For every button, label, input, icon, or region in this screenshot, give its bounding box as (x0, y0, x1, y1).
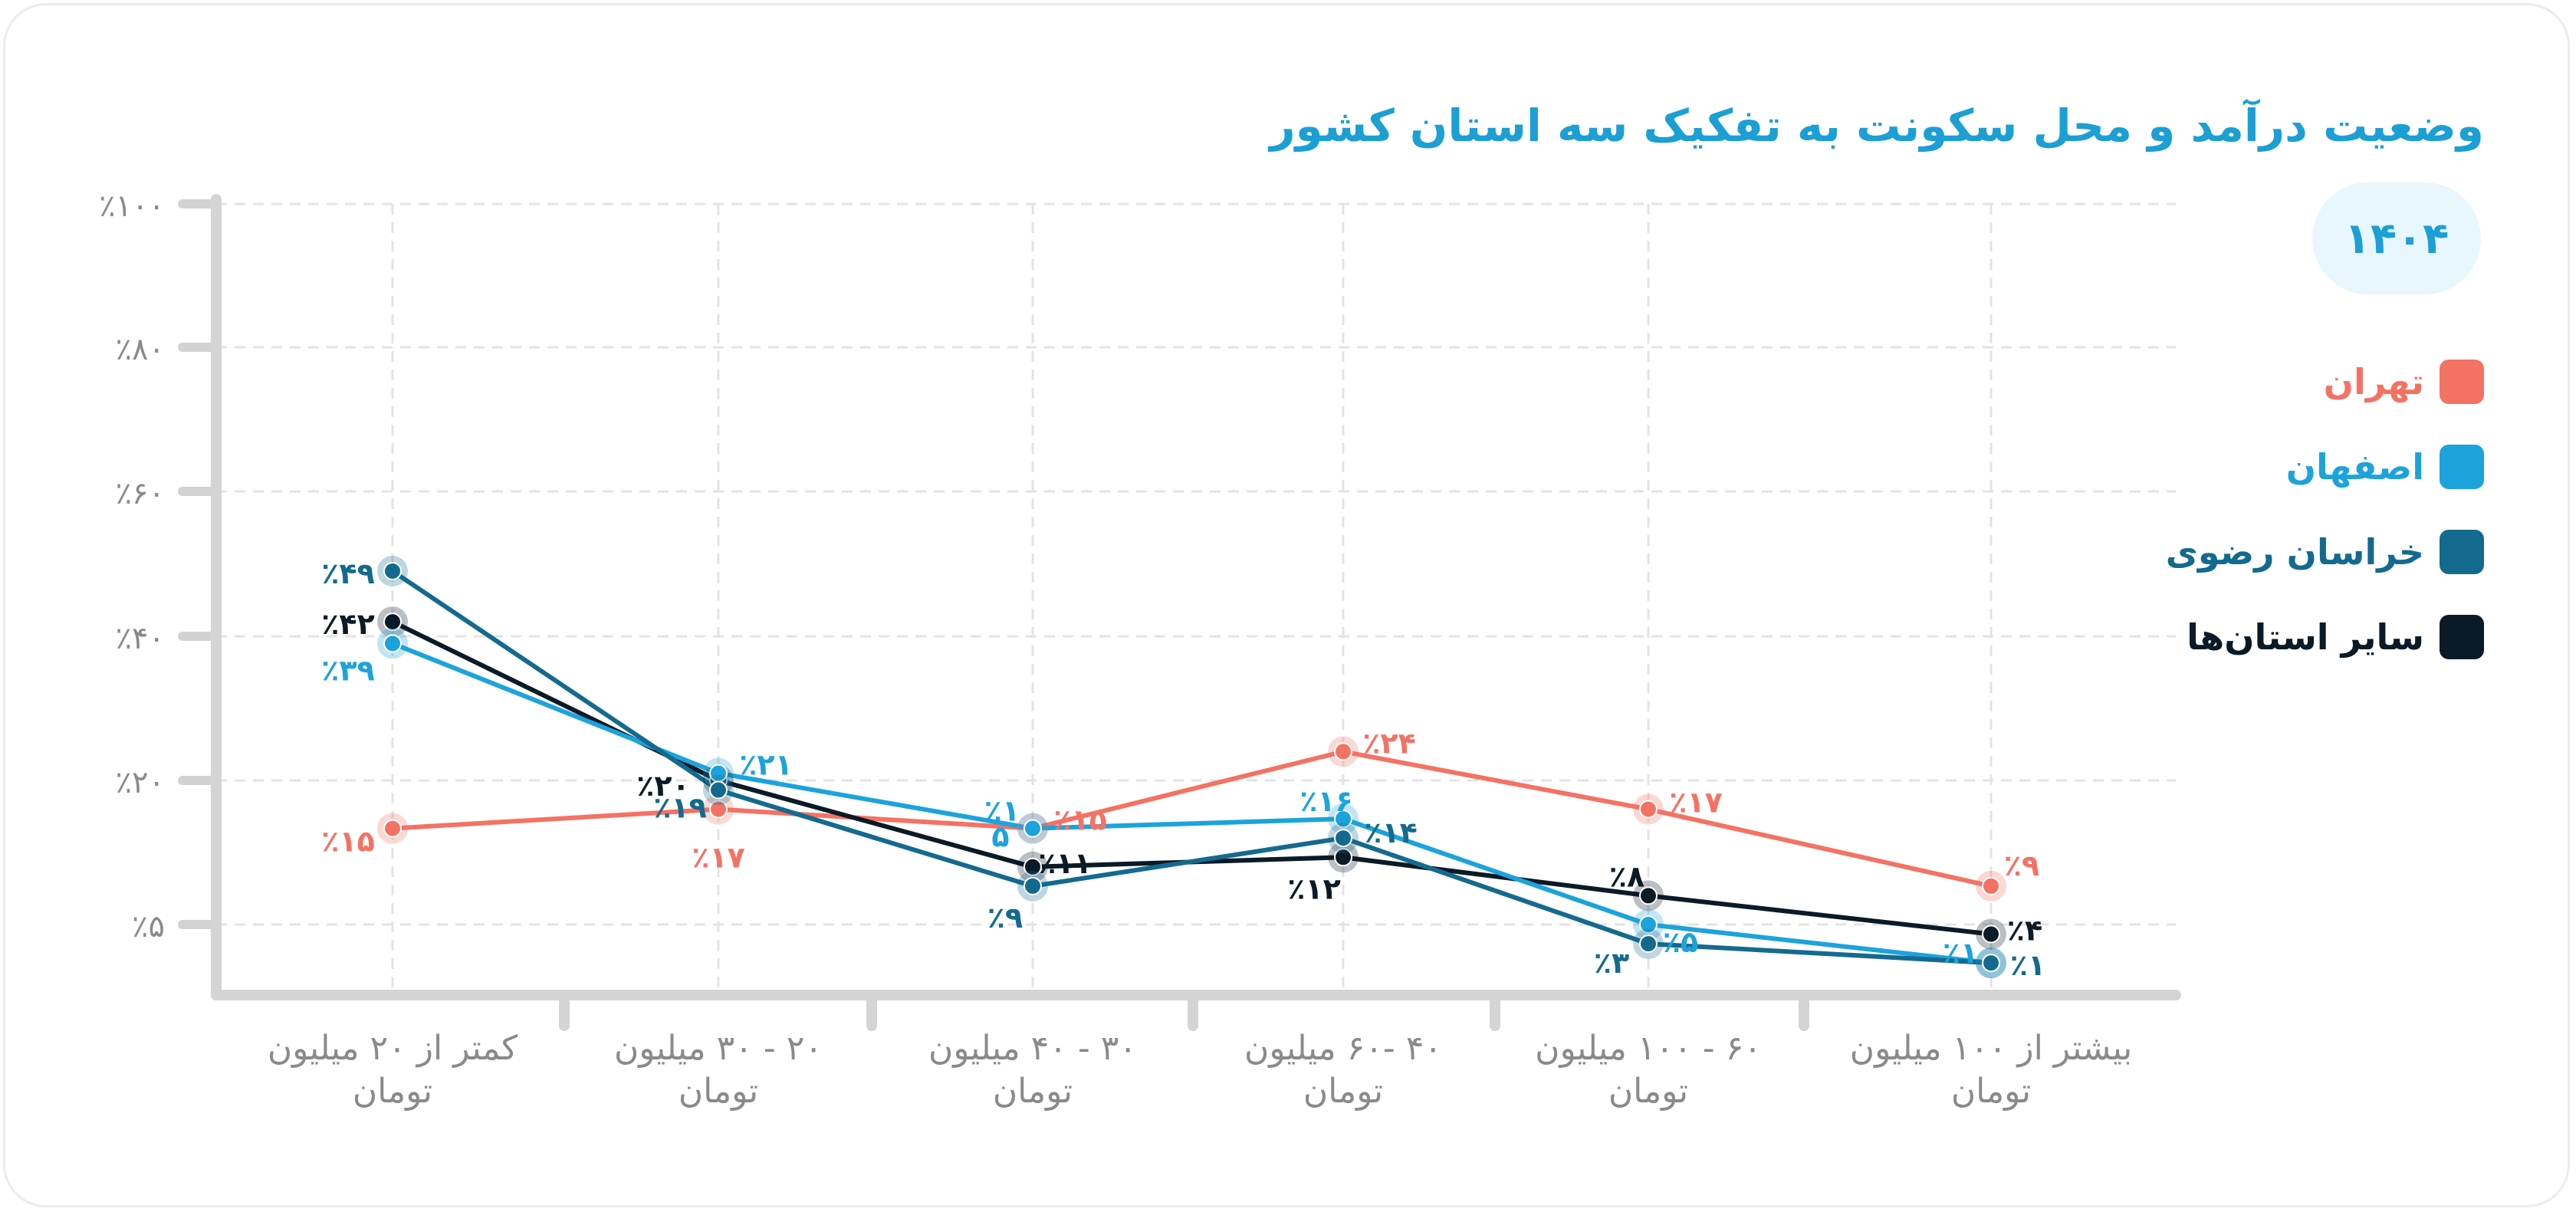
x-tick-label: ۲۰ - ۳۰ میلیون (614, 1029, 823, 1068)
data-point (383, 613, 402, 632)
data-label: ٪۹ (2004, 849, 2039, 882)
data-point (1639, 886, 1658, 905)
legend-label-isfahan: اصفهان (2285, 446, 2424, 488)
x-tick-label: تومان (1951, 1072, 2031, 1111)
legend-swatch-isfahan (2440, 445, 2484, 489)
data-label: ٪۱۷ (692, 841, 745, 875)
legend-item-khorasan: خراسان رضوی (2166, 529, 2484, 575)
data-annotation: ۵ (991, 820, 1009, 854)
data-label: ٪۳۹ (321, 653, 375, 687)
data-point (383, 561, 402, 580)
data-point (383, 819, 402, 838)
y-tick-label: ٪۶۰ (116, 476, 165, 511)
x-tick-label: تومان (993, 1072, 1073, 1111)
x-tick-label: ۳۰ - ۴۰ میلیون (928, 1029, 1137, 1068)
data-point (1334, 848, 1352, 867)
data-point (1982, 954, 2000, 973)
data-point (1024, 857, 1042, 876)
series-line (392, 749, 1992, 888)
data-point (1334, 829, 1352, 848)
y-tick-label: ٪۴۰ (116, 621, 165, 656)
data-label: ٪۱۶ (1300, 784, 1353, 818)
data-label: ٪۱ (984, 794, 1020, 828)
y-tick-label: ٪۱۰۰ (99, 189, 165, 224)
y-tick-label: ٪۵ (132, 909, 165, 944)
legend-swatch-khorasan (2440, 530, 2484, 574)
data-label: ٪۸ (1609, 859, 1644, 893)
data-label: ٪۲۴ (1362, 726, 1416, 760)
legend-swatch-tehran (2440, 360, 2484, 404)
data-label: ٪۲۱ (739, 748, 793, 782)
legend-label-khorasan: خراسان رضوی (2165, 531, 2424, 573)
data-point (1982, 876, 2000, 895)
legend-item-tehran: تهران (2166, 359, 2484, 405)
chart-title: وضعیت درآمد و محل سکونت به تفکیک سه استا… (1270, 100, 2484, 152)
data-label: ٪۱۵ (1053, 803, 1107, 837)
data-label: ٪۹ (987, 901, 1023, 934)
data-point (1982, 925, 2000, 944)
data-label: ٪۵ (1663, 925, 1698, 959)
data-label: ٪۱۷ (1669, 786, 1723, 819)
data-point (1639, 934, 1658, 954)
x-tick-label: تومان (678, 1072, 758, 1111)
data-label: ٪۴۲ (321, 607, 375, 641)
data-label: ٪۳ (1594, 946, 1629, 980)
data-label: ٪۲۰ (636, 769, 690, 803)
data-label: ٪۴ (2007, 914, 2042, 948)
data-point (709, 800, 728, 819)
series-line (391, 641, 1992, 966)
data-label: ٪۱۹ (653, 791, 707, 825)
legend-item-isfahan: اصفهان (2166, 444, 2484, 490)
data-label: ٪۱۵ (321, 825, 375, 859)
series-line (391, 619, 1992, 937)
data-point (1334, 810, 1352, 829)
x-tick-label: ۶۰ - ۱۰۰ میلیون (1535, 1029, 1762, 1068)
y-tick-label: ٪۸۰ (116, 332, 165, 367)
x-tick-label: تومان (353, 1072, 432, 1111)
y-tick-label: ٪۲۰ (116, 765, 165, 800)
data-point (1639, 915, 1658, 934)
data-label: ٪۱۲ (1287, 872, 1341, 905)
data-label: ٪۱۴ (1364, 816, 1418, 849)
x-tick-label: کمتر از ۲۰ میلیون (268, 1029, 518, 1068)
x-tick-label: تومان (1608, 1072, 1688, 1111)
legend-swatch-other (2440, 615, 2484, 659)
data-point (1639, 800, 1658, 819)
x-tick-label: بیشتر از ۱۰۰ میلیون (1850, 1029, 2132, 1068)
x-tick-label: ۴۰ -۶۰ میلیون (1244, 1029, 1442, 1068)
data-point (1024, 819, 1042, 838)
data-label: ٪۱ (1943, 936, 1978, 970)
year-badge: ۱۴۰۴ (2312, 182, 2481, 294)
data-point (709, 780, 728, 800)
legend-label-tehran: تهران (2323, 361, 2424, 402)
data-point (1334, 742, 1352, 761)
legend-item-other: سایر استان‌ها (2166, 614, 2484, 660)
data-label: ٪۱۱ (1038, 846, 1092, 880)
data-point (383, 634, 402, 653)
legend: تهران اصفهان خراسان رضوی سایر استان‌ها (2166, 359, 2484, 699)
x-tick-label: تومان (1303, 1072, 1383, 1111)
data-point (1024, 876, 1042, 895)
legend-label-other: سایر استان‌ها (2187, 616, 2424, 658)
data-label: ٪۱ (2010, 948, 2045, 982)
series-line (391, 569, 1992, 966)
data-label: ٪۴۹ (321, 557, 375, 590)
